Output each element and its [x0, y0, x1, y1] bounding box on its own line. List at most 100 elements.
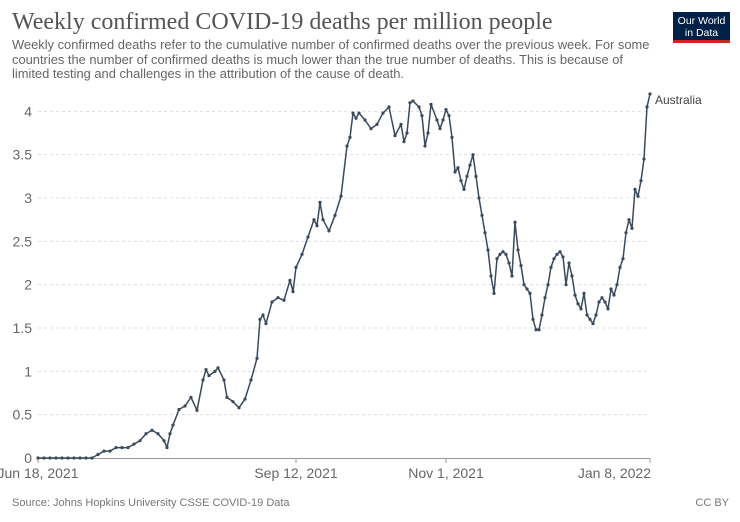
data-point [375, 122, 379, 126]
y-tick-label: 0.5 [13, 407, 33, 423]
data-point [609, 287, 613, 291]
data-point [573, 293, 577, 297]
data-point [429, 102, 433, 106]
data-point [351, 111, 355, 115]
data-point [579, 307, 583, 311]
data-point [639, 179, 643, 183]
data-point [459, 179, 463, 183]
data-point [594, 313, 598, 317]
data-point [522, 283, 526, 287]
data-point [348, 135, 352, 139]
data-point [258, 317, 262, 321]
data-point [426, 131, 430, 135]
series-layer: Australia [36, 92, 702, 460]
data-point [501, 250, 505, 254]
data-point [441, 118, 445, 122]
data-point [231, 400, 235, 404]
data-point [402, 140, 406, 144]
logo-line2: in Data [684, 27, 719, 39]
data-point [546, 283, 550, 287]
data-point [597, 300, 601, 304]
data-point [42, 456, 46, 460]
data-point [486, 248, 490, 252]
data-point [480, 213, 484, 217]
data-point [624, 231, 628, 235]
data-point [393, 134, 397, 138]
data-point [264, 322, 268, 326]
data-point [381, 111, 385, 115]
data-point [462, 187, 466, 191]
data-point [510, 274, 514, 278]
data-point [612, 293, 616, 297]
data-point [588, 317, 592, 321]
x-tick-label: Nov 1, 2021 [408, 465, 484, 481]
data-point [603, 300, 607, 304]
data-point [357, 111, 361, 115]
data-point [300, 252, 304, 256]
data-point [126, 446, 130, 450]
data-point [435, 118, 439, 122]
data-point [645, 105, 649, 109]
license-link[interactable]: CC BY [695, 497, 729, 509]
data-point [555, 252, 559, 256]
data-point [525, 287, 529, 291]
y-tick-label: 4 [24, 103, 32, 119]
y-tick-label: 3.5 [13, 147, 33, 163]
series-label: Australia [655, 93, 702, 107]
data-point [534, 328, 538, 332]
data-point [582, 291, 586, 295]
data-point [162, 439, 166, 443]
data-point [150, 428, 154, 432]
data-point [564, 283, 568, 287]
x-tick-label: Jan 8, 2022 [578, 465, 651, 481]
data-point [585, 313, 589, 317]
data-point [633, 187, 637, 191]
data-point [195, 408, 199, 412]
data-point [636, 194, 640, 198]
data-point [165, 446, 169, 450]
data-point [606, 307, 610, 311]
data-point [471, 153, 475, 157]
data-point [213, 369, 217, 373]
data-point [537, 328, 541, 332]
data-point [615, 283, 619, 287]
data-point [222, 378, 226, 382]
data-point [363, 118, 367, 122]
data-point [630, 226, 634, 230]
data-point [399, 122, 403, 126]
logo-line1: Our World [677, 15, 726, 27]
data-point [114, 446, 118, 450]
y-tick-label: 2.5 [13, 233, 33, 249]
data-point [387, 105, 391, 109]
source-note[interactable]: Source: Johns Hopkins University CSSE CO… [12, 497, 290, 509]
data-point [519, 264, 523, 268]
data-point [66, 456, 70, 460]
logo-accent-bar [673, 40, 730, 43]
data-point [504, 252, 508, 256]
data-point [255, 356, 259, 360]
data-point [327, 229, 331, 233]
data-point [177, 407, 181, 412]
series-line [38, 93, 651, 459]
data-point [543, 296, 547, 300]
data-point [84, 456, 88, 460]
data-point [642, 157, 646, 161]
data-point [600, 296, 604, 300]
data-point [108, 449, 112, 453]
data-point [216, 366, 220, 370]
data-point [492, 291, 496, 295]
data-point [477, 196, 481, 200]
x-tick-label: Jun 18, 2021 [0, 465, 79, 481]
data-point [333, 213, 337, 217]
data-point [225, 395, 229, 399]
owid-logo[interactable]: Our World in Data [673, 12, 730, 43]
data-point [312, 218, 316, 222]
data-point [60, 456, 64, 460]
data-point [282, 298, 286, 302]
data-point [189, 395, 193, 399]
data-point [474, 174, 478, 178]
data-point [540, 313, 544, 317]
data-point [528, 291, 532, 295]
x-axis: Jun 18, 2021 Sep 12, 2021 Nov 1, 2021 Jan 8… [0, 458, 651, 481]
data-point [354, 116, 358, 120]
